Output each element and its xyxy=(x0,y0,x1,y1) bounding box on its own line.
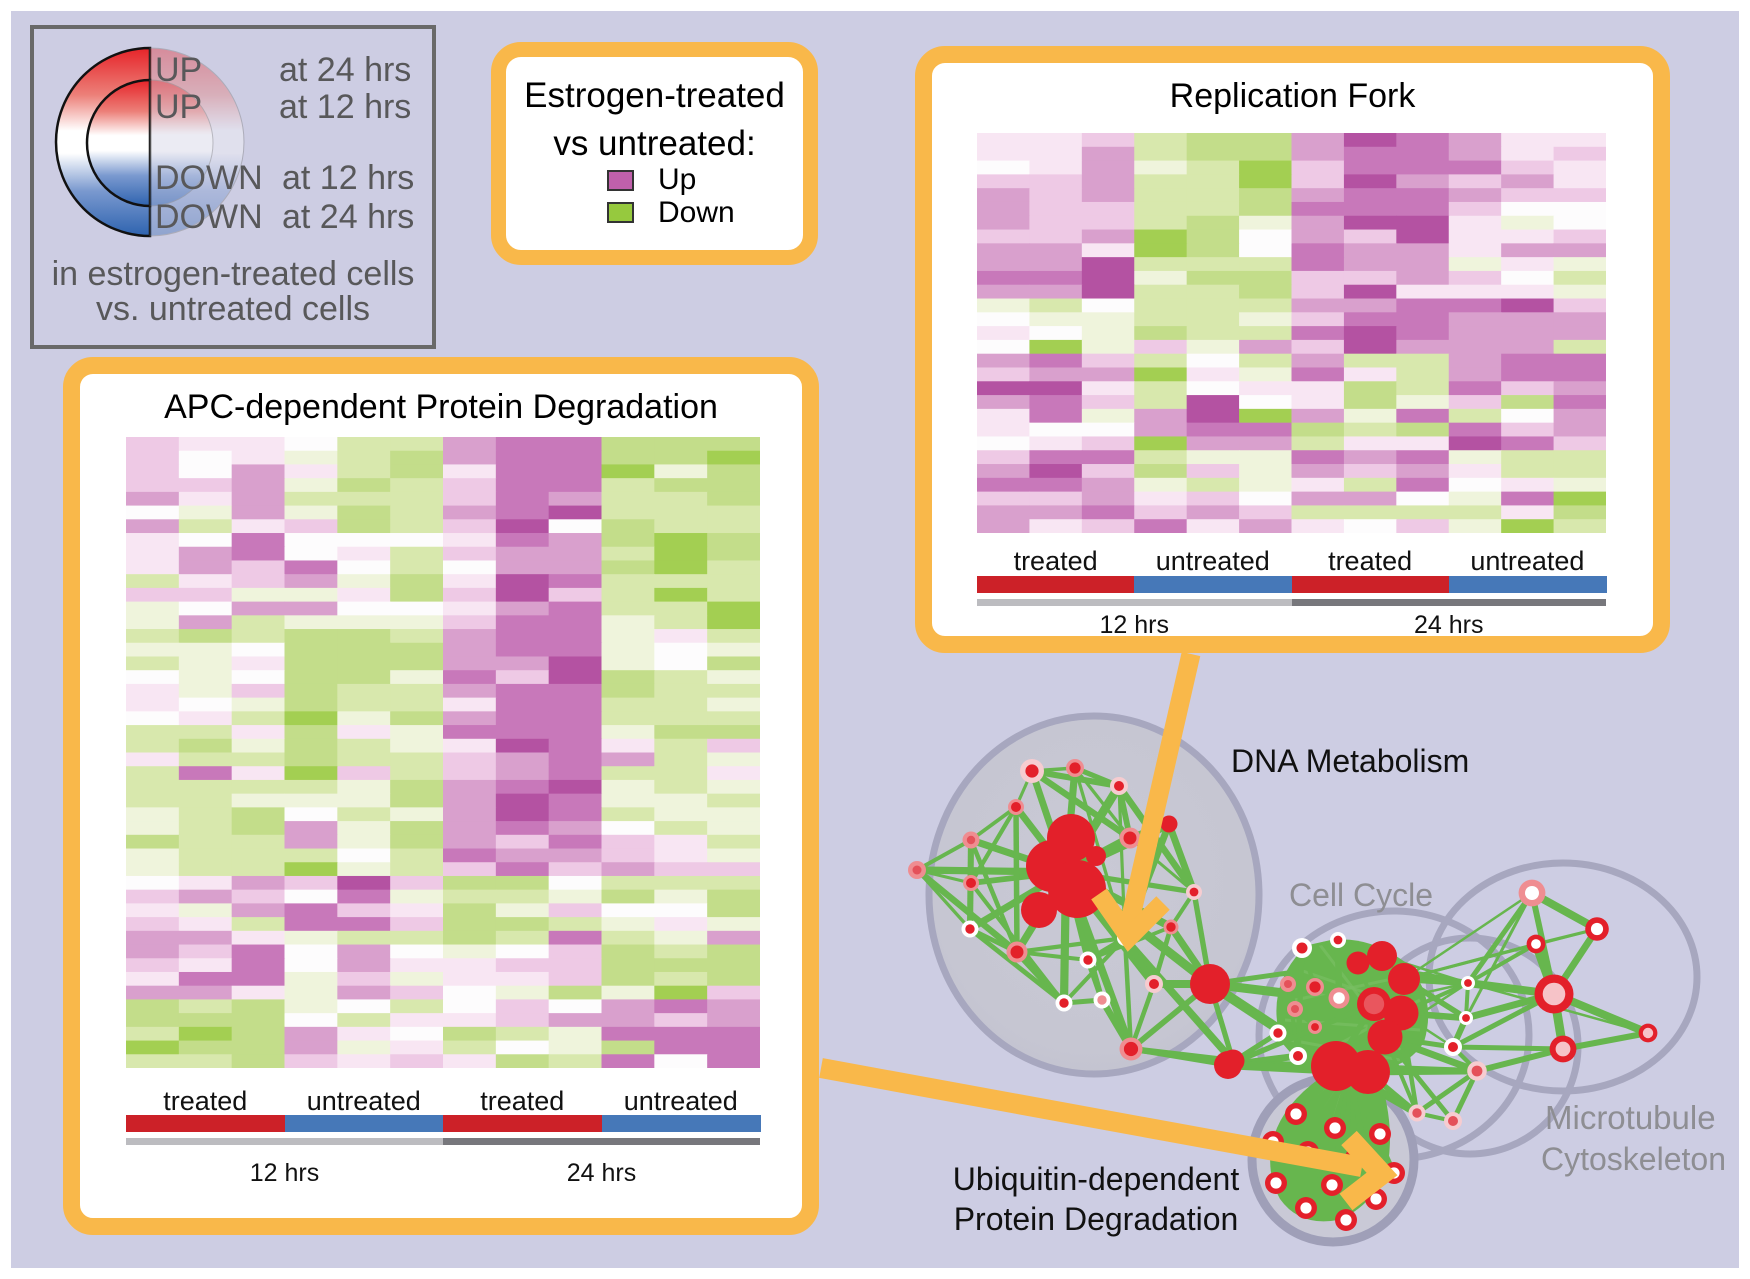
svg-text:Protein Degradation: Protein Degradation xyxy=(954,1201,1239,1237)
svg-text:Cell Cycle: Cell Cycle xyxy=(1289,877,1433,913)
svg-text:Cytoskeleton: Cytoskeleton xyxy=(1541,1141,1726,1177)
svg-text:Ubiquitin-dependent: Ubiquitin-dependent xyxy=(953,1161,1240,1197)
svg-text:Microtubule: Microtubule xyxy=(1545,1099,1716,1136)
svg-text:DNA Metabolism: DNA Metabolism xyxy=(1231,743,1469,779)
